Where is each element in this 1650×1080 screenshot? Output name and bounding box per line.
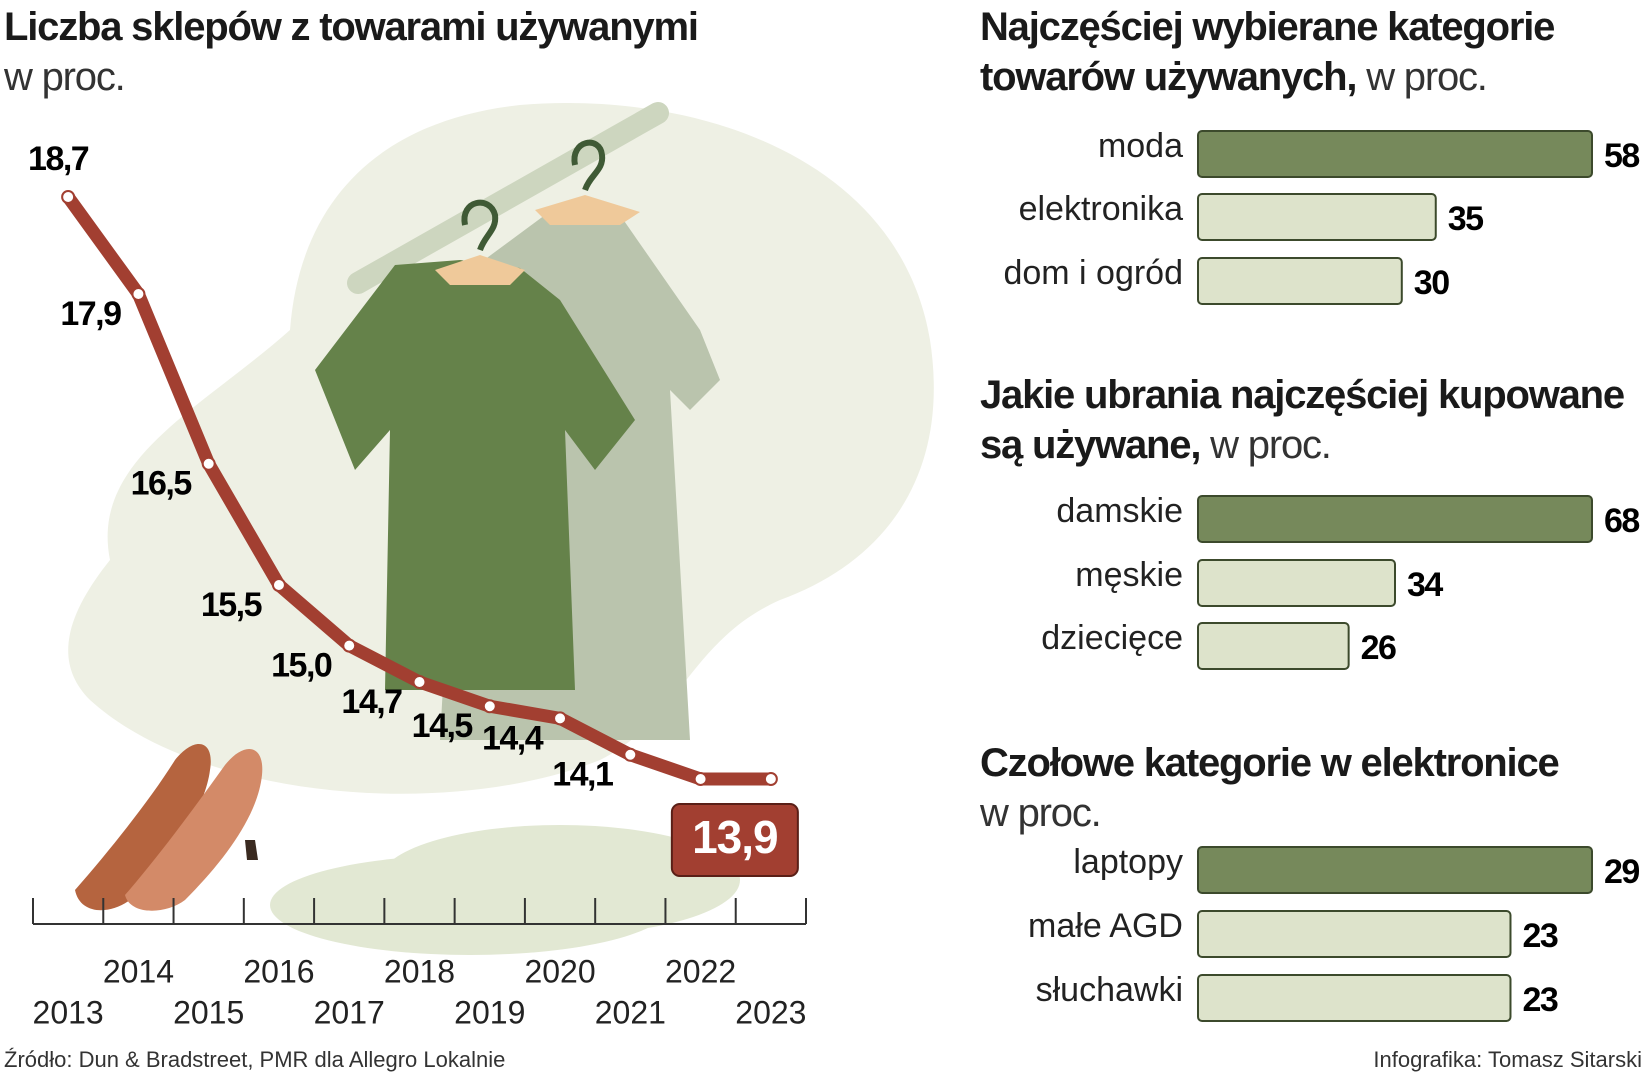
value-label: 13,9 [692,811,778,863]
shoe [125,748,263,911]
value-label: 14,7 [341,683,402,721]
value-label: 35 [1448,200,1483,238]
title-block: Najczęściej wybierane kategorie towarów … [980,2,1650,102]
chart-subtitle: w proc. [1366,55,1488,99]
point [482,699,497,714]
value-label: 15,5 [201,586,262,624]
bar [1197,130,1593,178]
heel [245,840,258,860]
x-tick-label: 2023 [735,994,806,1030]
source: Źródło: Dun & Bradstreet, PMR dla Allegr… [4,1047,506,1072]
value-label: 16,5 [131,465,192,503]
point [412,675,427,689]
value-label: 15,0 [271,647,332,685]
green-shirt [315,260,635,690]
point [61,190,76,204]
bar [1197,622,1350,670]
category-label: małe AGD [1028,907,1183,945]
category-label: męskie [1075,556,1183,594]
value-label: 14,5 [412,707,473,745]
point [201,456,216,471]
point [131,287,146,301]
x-tick-label: 2014 [103,953,174,989]
x-tick-label: 2020 [524,953,595,989]
chart-subtitle: w proc. [4,55,126,99]
credit: Infografika: Tomasz Sitarski [1373,1047,1642,1072]
hanger [535,195,640,225]
value-label: 26 [1361,629,1396,667]
category-label: damskie [1056,492,1183,530]
value-label: 23 [1522,981,1557,1019]
point [623,747,638,762]
value-label: 17,9 [60,295,121,333]
chart-title: Jakie ubrania najczęściej kupowane są uż… [980,373,1625,467]
title-block: Jakie ubrania najczęściej kupowane są uż… [980,370,1650,470]
highlight-box [670,803,799,877]
title-block: Liczba sklepów z towarami używanymi w pro… [4,2,864,102]
x-tick-label: 2016 [243,953,314,989]
bar [1197,559,1396,607]
x-tick-label: 2019 [454,994,525,1030]
floor-blob [380,825,740,935]
chart-subtitle: w proc. [980,791,1102,835]
illustration [68,102,934,955]
point [342,638,357,653]
point [763,772,778,786]
point [271,578,286,592]
chart-subtitle: w proc. [1210,423,1332,467]
value-label: 23 [1522,917,1557,955]
x-tick-label: 2017 [314,994,385,1030]
x-tick-label: 2013 [33,994,104,1030]
chart-title: Czołowe kategorie w elektronice [980,741,1560,785]
shoe [75,743,211,911]
title-block: Czołowe kategorie w elektronice w proc. [980,738,1650,838]
category-label: dziecięce [1041,619,1183,657]
value-label: 18,7 [28,140,89,178]
hanger [435,255,525,285]
point [693,772,708,786]
x-tick-label: 2015 [173,994,244,1030]
rack [347,102,669,294]
value-label: 29 [1604,853,1639,891]
chart-title: Najczęściej wybierane kategorie towarów … [980,5,1555,99]
value-label: 34 [1407,566,1443,604]
value-label: 14,1 [552,756,613,794]
category-label: elektronika [1019,190,1184,228]
category-label: moda [1098,127,1183,165]
bar [1197,846,1593,894]
value-label: 68 [1604,502,1639,540]
bar [1197,257,1403,305]
category-label: dom i ogród [1003,254,1183,292]
bar [1197,910,1512,958]
x-tick-label: 2022 [665,953,736,989]
bar [1197,974,1512,1022]
bar [1197,193,1437,241]
category-label: słuchawki [1036,971,1183,1009]
bar [1197,495,1593,543]
value-label: 58 [1604,137,1639,175]
point [553,711,568,726]
value-label: 30 [1414,264,1449,302]
category-label: laptopy [1073,843,1183,881]
hanger-hook [461,199,499,252]
x-tick-label: 2021 [595,994,666,1030]
x-tick-label: 2018 [384,953,455,989]
hanger-hook [571,139,606,192]
value-label: 14,4 [482,719,544,757]
chart-title: Liczba sklepów z towarami używanymi [4,5,699,49]
